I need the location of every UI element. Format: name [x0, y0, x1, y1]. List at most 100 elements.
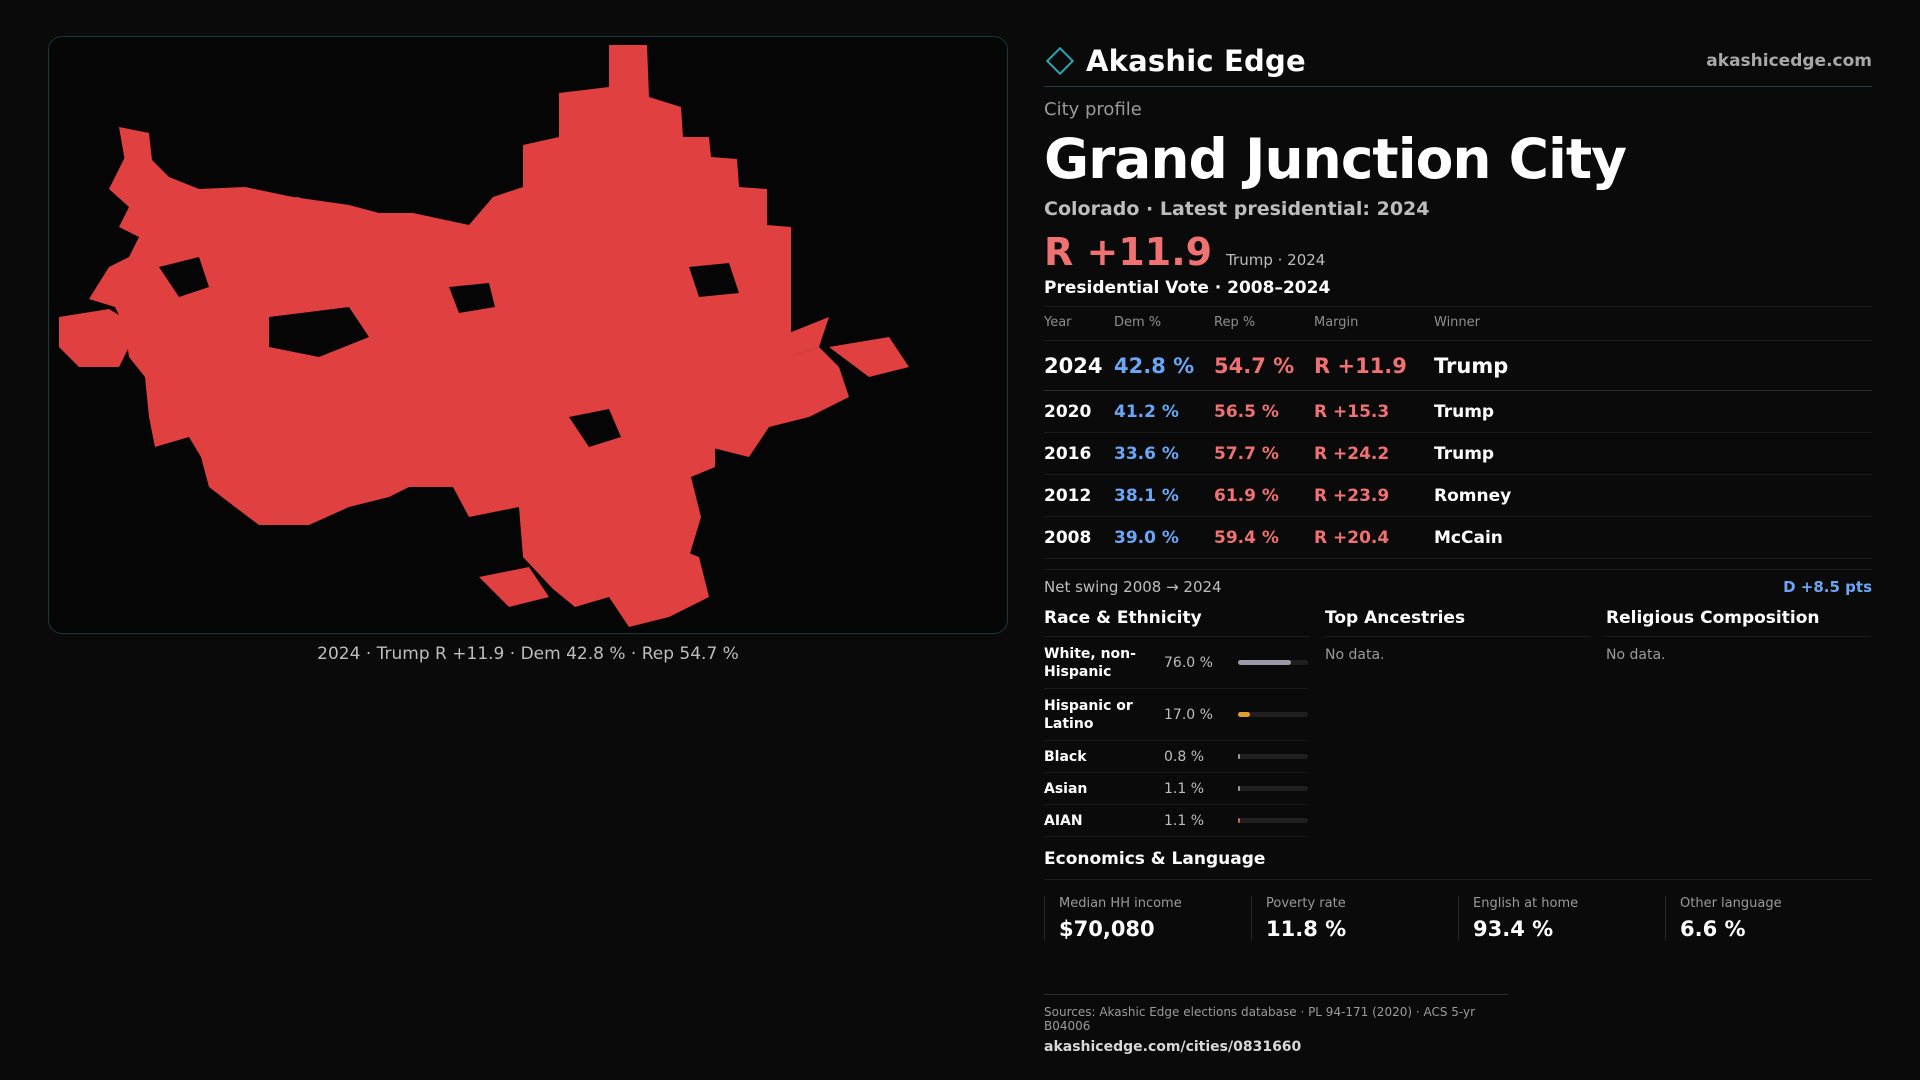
- race-bar-fill: [1238, 786, 1240, 791]
- cell-margin: R +15.3: [1314, 390, 1434, 433]
- col-header-margin: Margin: [1314, 307, 1434, 341]
- race-bar-track: [1238, 818, 1308, 823]
- table-row: 2016 33.6 % 57.7 % R +24.2 Trump: [1044, 432, 1872, 475]
- cell-winner: Trump: [1434, 432, 1872, 475]
- sources-note: Sources: Akashic Edge elections database…: [1044, 1005, 1476, 1033]
- cell-dem: 41.2 %: [1114, 390, 1214, 433]
- cell-rep: 59.4 %: [1214, 516, 1314, 559]
- cell-rep: 61.9 %: [1214, 474, 1314, 517]
- race-bar-fill: [1238, 712, 1250, 717]
- race-value: 0.8 %: [1164, 748, 1205, 765]
- race-bar-track: [1238, 712, 1308, 717]
- map-cutout: [569, 409, 621, 447]
- race-row: AIAN 1.1 %: [1044, 805, 1309, 837]
- net-swing-label: Net swing 2008 → 2024: [1044, 578, 1222, 596]
- city-boundary-part: [669, 337, 849, 457]
- city-boundary-map: [59, 45, 909, 627]
- latest-margin-note: Trump · 2024: [1226, 251, 1326, 269]
- religion-section: Religious Composition No data.: [1606, 608, 1871, 837]
- cell-rep: 57.7 %: [1214, 432, 1314, 475]
- econ-label: Median HH income: [1059, 896, 1182, 911]
- economics-grid: Median HH income $70,080 Poverty rate 11…: [1044, 896, 1872, 941]
- race-row: Hispanic or Latino 17.0 %: [1044, 689, 1309, 741]
- race-bar-fill: [1238, 660, 1292, 665]
- city-boundary-shape: [59, 45, 909, 627]
- col-header-rep: Rep %: [1214, 307, 1314, 341]
- race-label: White, non-Hispanic: [1044, 645, 1136, 680]
- race-row: Black 0.8 %: [1044, 741, 1309, 773]
- brand[interactable]: Akashic Edge: [1044, 44, 1306, 78]
- page-subtitle: Colorado · Latest presidential: 2024: [1044, 198, 1430, 220]
- race-bar-track: [1238, 786, 1308, 791]
- latest-margin: R +11.9 Trump · 2024: [1044, 230, 1872, 274]
- diamond-logo-icon: [1045, 46, 1075, 76]
- cell-rep: 56.5 %: [1214, 390, 1314, 433]
- cell-winner: Trump: [1434, 390, 1872, 433]
- table-row: 2024 42.8 % 54.7 % R +11.9 Trump: [1044, 340, 1872, 391]
- cell-winner: Trump: [1434, 340, 1872, 391]
- site-link[interactable]: akashicedge.com: [1706, 51, 1872, 71]
- header: Akashic Edge akashicedge.com: [1044, 36, 1872, 87]
- econ-cell-poverty: Poverty rate 11.8 %: [1251, 896, 1458, 941]
- race-row: Asian 1.1 %: [1044, 773, 1309, 805]
- econ-label: English at home: [1473, 896, 1579, 911]
- cell-margin: R +23.9: [1314, 474, 1434, 517]
- col-header-winner: Winner: [1434, 307, 1872, 341]
- table-row: 2008 39.0 % 59.4 % R +20.4 McCain: [1044, 516, 1872, 559]
- map-caption: 2024 · Trump R +11.9 · Dem 42.8 % · Rep …: [317, 644, 739, 664]
- race-label: Black: [1044, 748, 1087, 765]
- ancestries-title: Top Ancestries: [1325, 608, 1590, 637]
- presidential-vote-title: Presidential Vote · 2008–2024: [1044, 278, 1872, 307]
- city-boundary-part: [119, 127, 153, 173]
- cell-year: 2008: [1044, 516, 1114, 559]
- city-boundary-part: [59, 309, 139, 367]
- race-value: 17.0 %: [1164, 706, 1213, 723]
- religion-title: Religious Composition: [1606, 608, 1871, 637]
- cell-margin: R +20.4: [1314, 516, 1434, 559]
- page-url-link[interactable]: akashicedge.com/cities/0831660: [1044, 1039, 1302, 1055]
- city-boundary-part: [409, 367, 489, 437]
- race-bar-track: [1238, 754, 1308, 759]
- ancestries-empty: No data.: [1325, 647, 1385, 663]
- cell-winner: Romney: [1434, 474, 1872, 517]
- economics-title: Economics & Language: [1044, 849, 1872, 880]
- race-value: 1.1 %: [1164, 812, 1205, 829]
- race-label: Asian: [1044, 780, 1088, 797]
- cell-dem: 38.1 %: [1114, 474, 1214, 517]
- race-bar-fill: [1238, 818, 1240, 823]
- col-header-dem: Dem %: [1114, 307, 1214, 341]
- cell-dem: 39.0 %: [1114, 516, 1214, 559]
- cell-margin: R +24.2: [1314, 432, 1434, 475]
- table-header-row: Year Dem % Rep % Margin Winner: [1044, 307, 1872, 341]
- col-header-year: Year: [1044, 307, 1114, 341]
- cell-dem: 33.6 %: [1114, 432, 1214, 475]
- profile-panel: Akashic Edge akashicedge.com City profil…: [1044, 36, 1872, 941]
- footer: Sources: Akashic Edge elections database…: [1044, 994, 1508, 1055]
- city-map[interactable]: [48, 36, 1008, 634]
- demographics-columns: Race & Ethnicity White, non-Hispanic 76.0…: [1044, 608, 1872, 837]
- ancestries-section: Top Ancestries No data.: [1325, 608, 1590, 837]
- econ-label: Poverty rate: [1266, 896, 1346, 911]
- map-cutout: [449, 283, 495, 313]
- city-boundary-part: [829, 337, 909, 377]
- race-value: 76.0 %: [1164, 654, 1213, 671]
- city-boundary-part: [89, 45, 791, 607]
- map-cutout: [159, 257, 209, 297]
- econ-value: 6.6 %: [1680, 917, 1746, 941]
- table-row: 2020 41.2 % 56.5 % R +15.3 Trump: [1044, 390, 1872, 433]
- net-swing-value: D +8.5 pts: [1783, 578, 1872, 596]
- city-boundary-part: [479, 567, 549, 607]
- latest-margin-value: R +11.9: [1044, 230, 1213, 274]
- profile-kicker: City profile: [1044, 99, 1142, 120]
- econ-value: 93.4 %: [1473, 917, 1554, 941]
- net-swing: Net swing 2008 → 2024 D +8.5 pts: [1044, 569, 1872, 596]
- cell-winner: McCain: [1434, 516, 1872, 559]
- page-title: Grand Junction City: [1044, 127, 1627, 191]
- city-boundary-part: [609, 537, 709, 627]
- presidential-vote-table: Year Dem % Rep % Margin Winner 2024 42.8…: [1044, 307, 1872, 559]
- cell-year: 2020: [1044, 390, 1114, 433]
- race-label: Hispanic or Latino: [1044, 697, 1133, 732]
- econ-label: Other language: [1680, 896, 1782, 911]
- cell-year: 2016: [1044, 432, 1114, 475]
- race-ethnicity-list: White, non-Hispanic 76.0 % Hispanic or Lat…: [1044, 637, 1309, 837]
